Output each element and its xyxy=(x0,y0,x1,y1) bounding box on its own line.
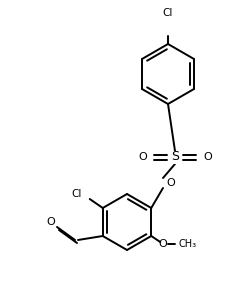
Text: Cl: Cl xyxy=(162,8,173,18)
Text: O: O xyxy=(138,152,146,162)
Text: O: O xyxy=(202,152,211,162)
Text: O: O xyxy=(165,178,174,188)
Text: CH₃: CH₃ xyxy=(178,239,195,249)
Text: Cl: Cl xyxy=(71,189,81,199)
Text: O: O xyxy=(158,239,167,249)
Text: S: S xyxy=(170,150,178,164)
Text: O: O xyxy=(46,217,55,227)
